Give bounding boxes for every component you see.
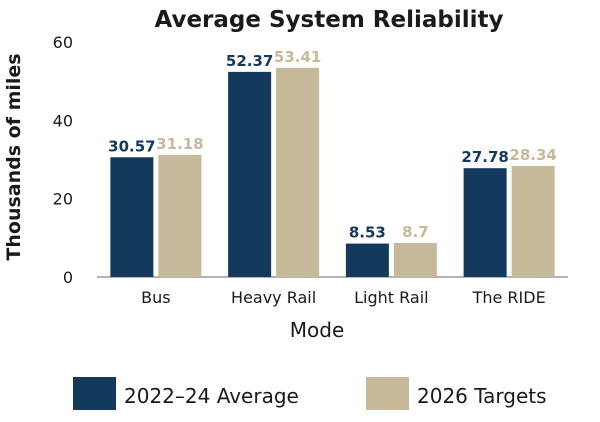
y-axis-ticks: 0 20 40 60: [53, 33, 73, 287]
data-label: 53.41: [274, 48, 321, 66]
bar: [158, 154, 202, 277]
bars-group: 30.57 31.18 52.37 53.41 8.53 8.7 27.78 28.34: [108, 48, 557, 278]
data-label: 31.18: [156, 135, 203, 153]
bar: [276, 67, 320, 277]
legend-swatch: [366, 377, 409, 410]
y-tick-label: 0: [63, 268, 73, 287]
bar: [345, 243, 389, 277]
y-tick-label: 20: [53, 190, 73, 209]
bar: [110, 157, 154, 277]
x-tick-label: The RIDE: [472, 288, 546, 307]
bar: [228, 71, 272, 278]
bar: [511, 166, 555, 277]
bar: [393, 242, 437, 277]
y-tick-label: 40: [53, 111, 73, 130]
data-label: 28.34: [509, 146, 556, 164]
data-label: 27.78: [461, 148, 508, 166]
data-label: 8.53: [349, 224, 386, 242]
legend-label: 2022–24 Average: [124, 384, 299, 408]
y-tick-label: 60: [53, 33, 73, 52]
legend-swatch: [73, 377, 116, 410]
y-axis-label: Thousands of miles: [3, 53, 25, 260]
data-label: 30.57: [108, 137, 155, 155]
data-label: 52.37: [226, 52, 273, 70]
legend: 2022–24 Average 2026 Targets: [73, 377, 547, 410]
x-axis-ticks: Bus Heavy Rail Light Rail The RIDE: [141, 288, 546, 307]
x-tick-label: Bus: [141, 288, 170, 307]
bar: [463, 168, 507, 277]
data-label: 8.7: [402, 223, 429, 241]
chart-title: Average System Reliability: [154, 7, 503, 33]
x-tick-label: Light Rail: [354, 288, 428, 307]
x-tick-label: Heavy Rail: [231, 288, 316, 307]
legend-label: 2026 Targets: [417, 384, 547, 408]
x-axis-label: Mode: [290, 318, 345, 342]
